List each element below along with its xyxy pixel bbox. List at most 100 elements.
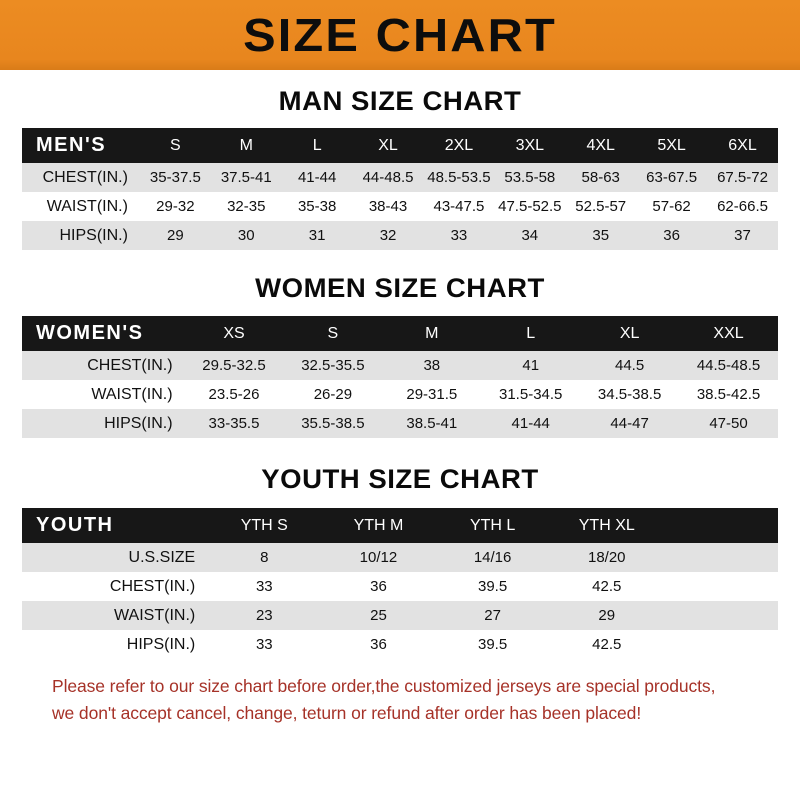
cell-value: 29 (139, 221, 211, 250)
cell-value: 35-38 (281, 192, 353, 221)
col-header-xs: XS (223, 324, 245, 342)
cell-value: 57-62 (636, 192, 708, 221)
cell-value: 8 (207, 543, 322, 572)
table-man-corner-label: MEN'S (36, 134, 107, 156)
table-man-sizes: MEN'S S M L XL 2XL 3XL 4XL 5XL 6XL CHEST (22, 128, 778, 250)
row-label-us-size: U.S.SIZE (22, 543, 208, 572)
page-banner: SIZE CHART (0, 0, 800, 70)
table-row: WAIST(IN.) 29-32 32-35 35-38 38-43 43-47… (22, 192, 778, 221)
cell-value: 41-44 (281, 163, 353, 192)
cell-value: 38.5-42.5 (679, 380, 778, 409)
cell-value: 36 (321, 572, 436, 601)
cell-value: 37 (707, 221, 778, 250)
cell-value: 29.5-32.5 (184, 351, 284, 380)
cell-spacer (663, 601, 778, 630)
row-label-waist: WAIST(IN.) (22, 380, 185, 409)
table-header-row: YOUTH YTH S YTH M YTH L YTH XL (22, 508, 778, 543)
cell-value: 35-37.5 (139, 163, 211, 192)
cell-value: 33 (423, 221, 495, 250)
cell-value: 62-66.5 (707, 192, 778, 221)
cell-value: 29 (549, 601, 664, 630)
section-women: WOMEN SIZE CHART WOMEN'S XS S M L XL XXL (22, 250, 778, 438)
col-header-3xl: 3XL (515, 136, 545, 154)
cell-value: 29-31.5 (382, 380, 482, 409)
cell-value: 33 (207, 572, 322, 601)
order-policy-note: Please refer to our size chart before or… (22, 659, 778, 727)
cell-value: 53.5-58 (494, 163, 566, 192)
table-row: HIPS(IN.) 29 30 31 32 33 34 35 36 37 (22, 221, 778, 250)
col-header-yth-l: YTH L (469, 516, 516, 534)
table-youth-header: YOUTH YTH S YTH M YTH L YTH XL (22, 508, 778, 543)
section-man: MAN SIZE CHART MEN'S S M L XL 2XL 3XL 4X… (22, 70, 778, 250)
table-row: HIPS(IN.) 33 36 39.5 42.5 (22, 630, 778, 659)
cell-value: 32.5-35.5 (283, 351, 383, 380)
col-header-yth-m: YTH M (353, 516, 404, 534)
row-label-waist: WAIST(IN.) (22, 601, 208, 630)
table-women-corner-label: WOMEN'S (36, 322, 144, 344)
table-row: CHEST(IN.) 29.5-32.5 32.5-35.5 38 41 44.… (22, 351, 778, 380)
col-header-m: M (425, 324, 439, 342)
chart-content: MAN SIZE CHART MEN'S S M L XL 2XL 3XL 4X… (0, 70, 800, 800)
cell-value: 63-67.5 (636, 163, 708, 192)
cell-value: 32-35 (210, 192, 282, 221)
table-man-body: CHEST(IN.) 35-37.5 37.5-41 41-44 44-48.5… (22, 163, 778, 250)
row-label-chest: CHEST(IN.) (22, 351, 185, 380)
page-title: SIZE CHART (243, 9, 557, 61)
cell-value: 31.5-34.5 (481, 380, 581, 409)
table-women-sizes: WOMEN'S XS S M L XL XXL CHEST(IN.) 29.5-… (22, 316, 778, 438)
cell-value: 43-47.5 (423, 192, 495, 221)
cell-value: 33-35.5 (184, 409, 284, 438)
col-header-yth-s: YTH S (240, 516, 288, 534)
table-youth-corner-label: YOUTH (36, 514, 114, 536)
col-header-2xl: 2XL (444, 136, 474, 154)
order-policy-note-line1: Please refer to our size chart before or… (52, 676, 716, 696)
cell-value: 36 (636, 221, 708, 250)
cell-value: 44-47 (580, 409, 680, 438)
table-youth-sizes: YOUTH YTH S YTH M YTH L YTH XL U.S.SIZE … (22, 508, 778, 659)
table-women-body: CHEST(IN.) 29.5-32.5 32.5-35.5 38 41 44.… (22, 351, 778, 438)
cell-value: 48.5-53.5 (423, 163, 495, 192)
cell-value: 26-29 (283, 380, 383, 409)
cell-value: 23 (207, 601, 322, 630)
col-header-m: M (239, 136, 253, 154)
row-label-hips: HIPS(IN.) (22, 409, 185, 438)
table-header-row: MEN'S S M L XL 2XL 3XL 4XL 5XL 6XL (22, 128, 778, 163)
cell-value: 67.5-72 (707, 163, 778, 192)
cell-value: 47.5-52.5 (494, 192, 566, 221)
col-header-l: L (312, 136, 322, 154)
section-youth: YOUTH SIZE CHART YOUTH YTH S YTH M YTH L… (22, 438, 778, 659)
cell-value: 39.5 (435, 572, 550, 601)
cell-spacer (663, 630, 778, 659)
cell-value: 34.5-38.5 (580, 380, 680, 409)
row-label-waist: WAIST(IN.) (22, 192, 140, 221)
row-label-hips: HIPS(IN.) (22, 221, 140, 250)
table-row: WAIST(IN.) 23 25 27 29 (22, 601, 778, 630)
col-header-xl: XL (378, 136, 398, 154)
table-row: CHEST(IN.) 33 36 39.5 42.5 (22, 572, 778, 601)
cell-value: 34 (494, 221, 566, 250)
cell-spacer (663, 543, 778, 572)
cell-value: 23.5-26 (184, 380, 284, 409)
cell-value: 58-63 (565, 163, 637, 192)
col-header-spacer (664, 508, 778, 543)
col-header-yth-xl: YTH XL (578, 516, 635, 534)
cell-value: 27 (435, 601, 550, 630)
cell-value: 37.5-41 (210, 163, 282, 192)
cell-value: 41-44 (481, 409, 581, 438)
table-row: U.S.SIZE 8 10/12 14/16 18/20 (22, 543, 778, 572)
table-man-header: MEN'S S M L XL 2XL 3XL 4XL 5XL 6XL (22, 128, 778, 163)
cell-value: 29-32 (139, 192, 211, 221)
order-policy-note-line2: we don't accept cancel, change, teturn o… (52, 703, 642, 724)
cell-value: 44.5-48.5 (679, 351, 778, 380)
table-youth-body: U.S.SIZE 8 10/12 14/16 18/20 CHEST(IN.) … (22, 543, 778, 659)
cell-value: 25 (321, 601, 436, 630)
row-label-chest: CHEST(IN.) (22, 572, 208, 601)
cell-value: 44.5 (580, 351, 680, 380)
cell-value: 42.5 (549, 630, 664, 659)
cell-value: 38-43 (352, 192, 424, 221)
col-header-s: S (327, 324, 339, 342)
cell-value: 38.5-41 (382, 409, 482, 438)
cell-value: 18/20 (549, 543, 664, 572)
cell-value: 41 (481, 351, 581, 380)
